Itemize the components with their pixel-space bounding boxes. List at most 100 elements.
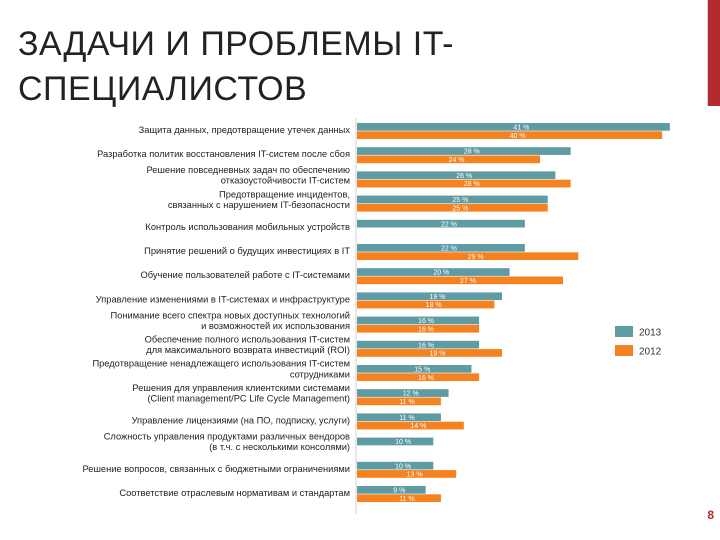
bar-2013: [357, 268, 510, 276]
data-label-2013: 41 %: [513, 125, 529, 132]
category-label-line: Обучение пользователей работе с IT-систе…: [141, 270, 350, 280]
category-label-line: (Client management/PC Life Cycle Managem…: [147, 394, 350, 404]
data-label-2013: 11 %: [399, 415, 414, 422]
category-label-line: Разработка политик восстановления IT-сис…: [97, 149, 350, 159]
category-label-line: Контроль использования мобильных устройс…: [145, 222, 350, 232]
data-label-2013: 10 %: [395, 439, 411, 446]
category-label: Предотвращение ненадлежащего использован…: [92, 359, 350, 380]
bar-2012: [357, 421, 464, 430]
category-label-line: Управление изменениями в IT-системах и и…: [96, 294, 350, 304]
bar-2012: [357, 470, 457, 478]
data-label-2013: 22 %: [441, 221, 457, 228]
category-label: Обеспечение полного использования IT-сис…: [145, 335, 350, 356]
bar-2013: [357, 123, 670, 131]
data-label-2012: 11 %: [399, 399, 414, 406]
data-label-2012: 25 %: [452, 205, 468, 212]
bar-2012: [357, 397, 441, 406]
category-label: Решение вопросов, связанных с бюджетными…: [83, 464, 350, 474]
bar-2012: [357, 349, 502, 357]
category-label-line: Управление лицензиями (на ПО, подписку, …: [132, 415, 350, 425]
title-line-2: СПЕЦИАЛИСТОВ: [18, 70, 308, 108]
legend-label-2013: 2013: [639, 328, 662, 339]
bar-2012: [357, 300, 495, 309]
category-label: Решение повседневных задач по обеспечени…: [146, 165, 350, 186]
category-label-line: Соответствие отраслевым нормативам и ста…: [119, 488, 350, 498]
bar-2012: [357, 155, 541, 164]
data-label-2012: 28 %: [464, 181, 480, 188]
data-label-2013: 10 %: [395, 463, 411, 470]
category-label: Сложность управления продуктами различны…: [104, 431, 350, 452]
bar-2012: [357, 131, 663, 139]
data-label-2013: 26 %: [456, 173, 472, 180]
category-label: Контроль использования мобильных устройс…: [145, 222, 350, 232]
data-label-2012: 27 %: [460, 278, 476, 285]
legend-swatch-2012: [615, 345, 633, 356]
data-label-2013: 12 %: [403, 391, 419, 398]
data-label-2012: 24 %: [449, 157, 465, 164]
bar-2012: [357, 373, 480, 381]
category-label: Разработка политик восстановления IT-сис…: [97, 149, 350, 159]
category-label-line: отказоустойчивости IT-систем: [221, 176, 350, 186]
data-label-2012: 18 %: [426, 302, 442, 309]
category-label: Решения для управления клиентскими систе…: [132, 383, 350, 404]
category-label: Управление лицензиями (на ПО, подписку, …: [132, 415, 350, 425]
category-label-line: для максимального возврата инвестиций (R…: [146, 345, 350, 355]
category-label-line: Предотвращение ненадлежащего использован…: [92, 359, 350, 369]
bar-2013: [357, 365, 472, 373]
bar-2012: [357, 203, 548, 212]
page-number: 8: [707, 508, 714, 522]
category-label-line: (в т.ч. с несколькими консолями): [209, 442, 350, 452]
bar-2013: [357, 147, 571, 155]
bar-2012: [357, 276, 564, 285]
data-label-2012: 29 %: [468, 254, 484, 261]
data-label-2012: 13 %: [407, 472, 423, 479]
bar-2013: [357, 195, 548, 204]
data-label-2012: 19 %: [430, 351, 446, 358]
category-label: Предотвращение инцидентов, связанных с на…: [168, 189, 350, 210]
category-label-line: Защита данных, предотвращение утечек дан…: [139, 125, 351, 135]
bar-2013: [357, 340, 480, 349]
category-label-line: и возможностей их использования: [201, 321, 350, 331]
bar-2013: [357, 316, 480, 325]
slide-accent-bar: [708, 0, 720, 106]
bar-2013: [357, 292, 502, 301]
bar-2013: [357, 413, 441, 422]
bar-2013: [357, 486, 426, 494]
data-label-2013: 20 %: [433, 270, 449, 277]
bar-2013: [357, 461, 434, 470]
data-label-2012: 16 %: [418, 326, 434, 333]
category-label-line: Решение вопросов, связанных с бюджетными…: [83, 464, 350, 474]
title-line-1: ЗАДАЧИ И ПРОБЛЕМЫ IT-: [18, 25, 454, 63]
category-label-line: Принятие решений о будущих инвестициях в…: [144, 246, 350, 256]
legend-label-2012: 2012: [639, 347, 662, 358]
data-label-2013: 16 %: [418, 318, 434, 325]
bar-2012: [357, 179, 571, 188]
category-label-line: Предотвращение инцидентов,: [219, 189, 350, 199]
category-label-line: сотрудниками: [290, 369, 350, 379]
bar-2013: [357, 389, 449, 397]
category-label: Принятие решений о будущих инвестициях в…: [144, 246, 350, 256]
category-label-line: Решение повседневных задач по обеспечени…: [146, 165, 350, 175]
category-label: Понимание всего спектра новых доступных …: [111, 310, 350, 331]
bar-2013: [357, 244, 525, 252]
bar-2013: [357, 171, 556, 180]
bar-2012: [357, 252, 579, 260]
category-label: Защита данных, предотвращение утечек дан…: [139, 125, 351, 135]
category-label-line: Обеспечение полного использования IT-сис…: [145, 335, 350, 345]
category-label: Соответствие отраслевым нормативам и ста…: [119, 488, 350, 498]
category-label-line: Решения для управления клиентскими систе…: [132, 383, 350, 393]
page-title: ЗАДАЧИ И ПРОБЛЕМЫ IT- СПЕЦИАЛИСТОВ: [18, 22, 458, 112]
category-label-line: связанных с нарушением IT-безопасности: [168, 200, 350, 210]
data-label-2013: 19 %: [430, 294, 446, 301]
category-label: Обучение пользователей работе с IT-систе…: [141, 270, 350, 280]
data-label-2013: 22 %: [441, 246, 457, 253]
category-label-line: Сложность управления продуктами различны…: [104, 431, 350, 441]
bar-2012: [357, 494, 441, 502]
data-label-2013: 15 %: [414, 367, 430, 374]
bar-2012: [357, 324, 480, 333]
legend-swatch-2013: [615, 326, 633, 337]
data-label-2012: 16 %: [418, 375, 434, 382]
data-label-2013: 25 %: [452, 197, 468, 204]
data-label-2012: 14 %: [410, 423, 426, 430]
